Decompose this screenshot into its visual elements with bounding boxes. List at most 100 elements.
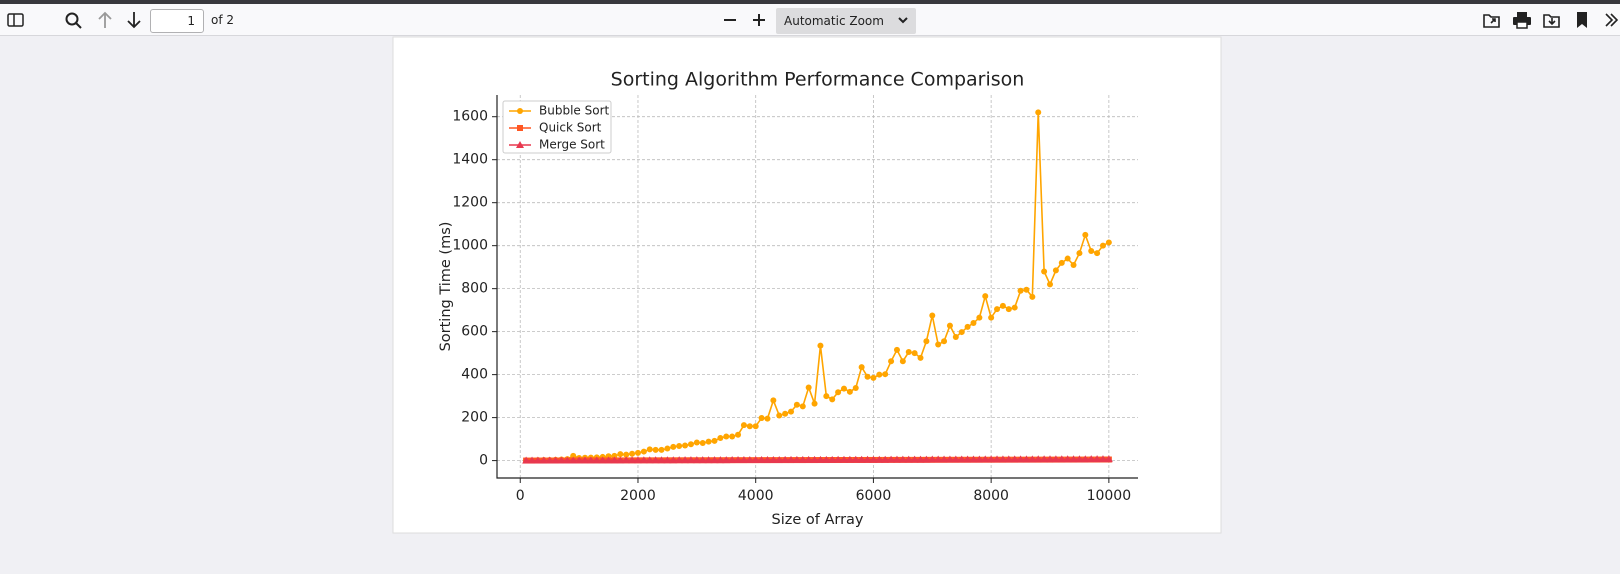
data-point: [951, 455, 960, 463]
search-button[interactable]: [62, 9, 86, 31]
data-point: [1057, 455, 1066, 463]
legend: Bubble Sort Quick Sort Merge Sort: [502, 100, 612, 154]
data-point: [982, 293, 989, 300]
data-point: [1105, 239, 1112, 246]
data-point: [957, 455, 966, 463]
data-point: [999, 302, 1006, 309]
data-point: [545, 456, 554, 464]
data-point: [935, 341, 942, 348]
print[interactable]: [1510, 9, 1534, 31]
data-point: [1005, 306, 1012, 313]
toolbar: 1 of 2 Automatic Zoom: [0, 0, 1620, 36]
data-point: [805, 384, 812, 391]
data-point: [1104, 455, 1113, 463]
data-point: [775, 455, 784, 463]
data-point: [752, 423, 759, 430]
data-point: [1075, 455, 1084, 463]
x-tick-label: 10000: [1087, 488, 1132, 504]
page-number-input[interactable]: 1: [150, 9, 204, 33]
data-point: [899, 358, 906, 365]
data-point: [929, 312, 936, 319]
legend-marker: [517, 125, 523, 131]
legend-box: [502, 100, 612, 154]
legend-label: Quick Sort: [539, 121, 602, 135]
data-point: [963, 455, 972, 463]
more-tools[interactable]: [1600, 9, 1620, 31]
data-point: [958, 329, 965, 336]
save[interactable]: [1540, 9, 1564, 31]
previous-page[interactable]: [93, 9, 117, 31]
data-point: [710, 456, 719, 464]
data-point: [717, 435, 724, 442]
data-point: [705, 438, 712, 445]
data-point: [969, 455, 978, 463]
data-point: [533, 456, 542, 464]
data-point: [876, 371, 883, 378]
next-page[interactable]: [122, 9, 146, 31]
data-point: [1058, 259, 1065, 266]
sidebar-toggle[interactable]: [4, 9, 28, 31]
y-tick-label: 400: [461, 367, 488, 383]
data-point: [946, 322, 953, 329]
data-point: [616, 456, 625, 464]
data-point: [998, 455, 1007, 463]
data-point: [687, 441, 694, 448]
data-point: [735, 431, 742, 438]
data-point: [892, 455, 901, 463]
data-point: [1004, 455, 1013, 463]
x-tick-label: 6000: [856, 488, 892, 504]
data-point: [1064, 255, 1071, 262]
data-point: [692, 456, 701, 464]
data-point: [628, 456, 637, 464]
zoom-select[interactable]: Automatic Zoom: [776, 8, 916, 34]
zoom-in[interactable]: [747, 9, 771, 31]
data-point: [858, 364, 865, 371]
data-point: [592, 456, 601, 464]
data-point: [905, 349, 912, 356]
dropdown-arrow: [898, 17, 908, 24]
data-point: [845, 455, 854, 463]
data-point: [945, 455, 954, 463]
data-point: [575, 456, 584, 464]
legend-marker: [517, 108, 523, 114]
data-point: [1088, 248, 1095, 255]
data-point: [1046, 455, 1055, 463]
chart-title: Sorting Algorithm Performance Comparison: [611, 69, 1025, 91]
legend-marker: [516, 141, 524, 148]
data-point: [1070, 262, 1077, 269]
data-point: [804, 455, 813, 463]
data-point: [604, 456, 613, 464]
data-point: [670, 443, 677, 450]
data-point: [975, 455, 984, 463]
open-file[interactable]: [1480, 9, 1504, 31]
data-point: [682, 442, 689, 449]
data-point: [652, 446, 659, 453]
data-point: [928, 455, 937, 463]
data-point: [729, 433, 736, 440]
y-tick-label: 600: [461, 324, 488, 340]
data-point: [757, 455, 766, 463]
data-point: [852, 384, 859, 391]
data-point: [987, 455, 996, 463]
data-point: [1011, 304, 1018, 311]
data-point: [788, 408, 795, 415]
data-point: [663, 456, 672, 464]
y-axis-label: Sorting Time (ms): [438, 222, 454, 352]
data-point: [664, 445, 671, 452]
bookmark[interactable]: [1570, 9, 1594, 31]
data-point: [1081, 455, 1090, 463]
data-point: [828, 455, 837, 463]
data-point: [792, 455, 801, 463]
y-tick-label: 800: [461, 281, 488, 297]
data-point: [981, 455, 990, 463]
data-point: [1087, 455, 1096, 463]
data-point: [646, 446, 653, 453]
data-point: [993, 455, 1002, 463]
page: 1 of 2 Automatic Zoom Sorting Algorithm …: [0, 0, 1620, 534]
data-point: [639, 456, 648, 464]
zoom-out[interactable]: [718, 9, 742, 31]
data-point: [622, 456, 631, 464]
data-point: [1076, 250, 1083, 257]
data-point: [1022, 455, 1031, 463]
data-point: [904, 455, 913, 463]
